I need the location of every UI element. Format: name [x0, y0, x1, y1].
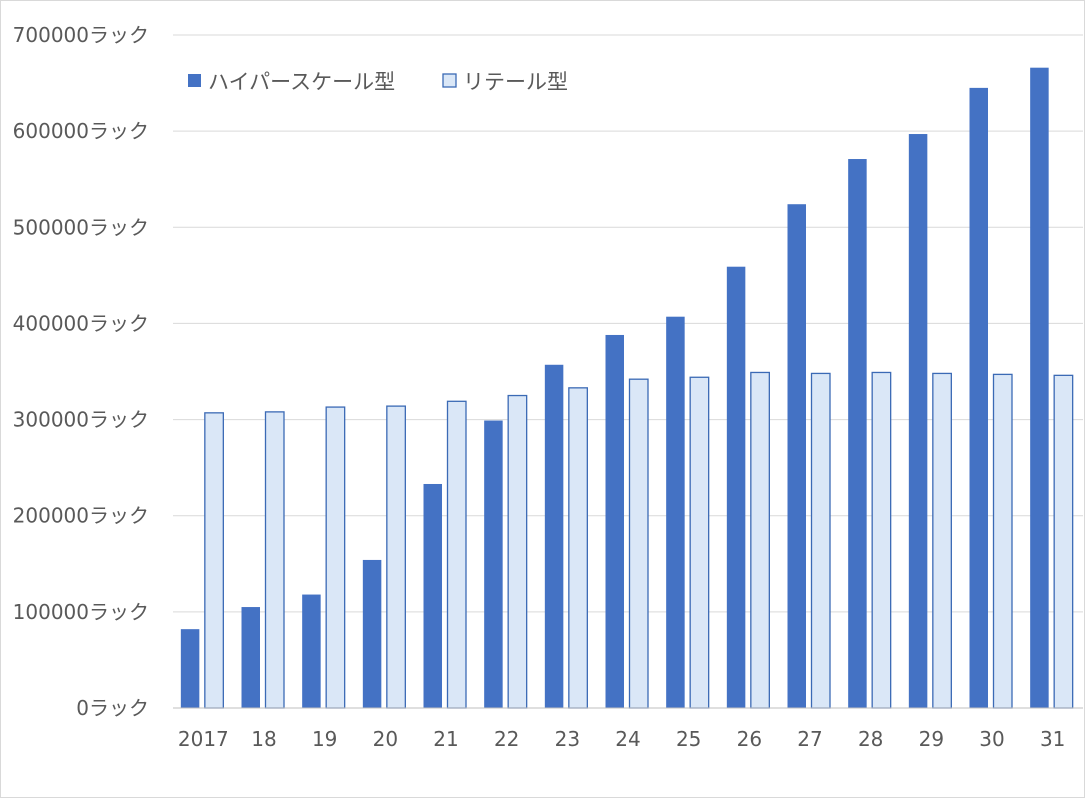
bar-hyperscale — [787, 204, 806, 708]
bar-retail — [264, 411, 285, 709]
bars — [180, 67, 1074, 709]
x-tick-label: 20 — [373, 727, 398, 751]
x-tick-label: 21 — [433, 727, 458, 751]
bar-retail — [325, 406, 346, 709]
x-tick-label: 27 — [797, 727, 822, 751]
bar-hyperscale — [908, 134, 928, 708]
bar-hyperscale — [666, 316, 685, 708]
bar-retail — [932, 372, 952, 709]
bar-retail — [204, 412, 224, 709]
bar-hyperscale — [848, 159, 867, 708]
legend-item-hyperscale: ハイパースケール型 — [188, 70, 395, 94]
bar-retail — [507, 394, 528, 709]
y-tick-label: 500000ラック — [13, 215, 149, 239]
bar-retail — [446, 400, 467, 709]
y-tick-label: 400000ラック — [13, 311, 149, 335]
bar-retail — [992, 373, 1013, 709]
bar-hyperscale — [969, 87, 988, 709]
x-tick-label: 23 — [555, 727, 580, 751]
y-tick-label: 0ラック — [76, 696, 149, 720]
bar-hyperscale — [726, 266, 746, 708]
bar-hyperscale — [302, 594, 321, 708]
x-tick-label: 30 — [979, 727, 1004, 751]
x-tick-label: 29 — [919, 727, 944, 751]
y-tick-label: 700000ラック — [13, 23, 149, 47]
bar-hyperscale — [362, 559, 382, 708]
bar-retail — [628, 378, 649, 709]
bar-hyperscale — [180, 629, 200, 708]
legend-label-hyperscale: ハイパースケール型 — [208, 70, 395, 94]
y-tick-label: 300000ラック — [13, 408, 149, 432]
x-tick-label: 28 — [858, 727, 883, 751]
bar-hyperscale — [484, 420, 503, 708]
legend-label-retail: リテール型 — [463, 70, 568, 94]
legend-item-retail: リテール型 — [442, 70, 568, 94]
x-tick-label: 18 — [251, 727, 276, 751]
x-tick-label: 22 — [494, 727, 519, 751]
x-tick-label: 24 — [615, 727, 640, 751]
x-tick-label: 2017 — [178, 727, 229, 751]
y-tick-label: 200000ラック — [13, 504, 149, 528]
gridlines — [173, 34, 1083, 613]
legend: ハイパースケール型 リテール型 — [188, 70, 568, 94]
bar-hyperscale — [605, 334, 624, 708]
bar-hyperscale — [1030, 67, 1049, 708]
bar-hyperscale — [544, 364, 564, 708]
bar-retail — [810, 372, 831, 709]
bar-retail — [750, 371, 770, 709]
legend-swatch-retail — [442, 73, 457, 88]
x-tick-label: 26 — [737, 727, 762, 751]
bar-retail — [689, 376, 710, 709]
x-tick-label: 19 — [312, 727, 337, 751]
bar-retail — [1053, 374, 1074, 709]
bar-hyperscale — [423, 483, 442, 708]
bar-retail — [568, 387, 588, 709]
x-axis-ticks: 2017 18 19 20 21 22 23 24 25 26 27 28 29 30 31 — [178, 727, 1066, 751]
y-tick-label: 600000ラック — [13, 119, 149, 143]
bar-retail — [871, 371, 892, 709]
bar-hyperscale — [241, 607, 260, 708]
x-tick-label: 25 — [676, 727, 701, 751]
legend-swatch-hyperscale — [188, 74, 201, 87]
x-tick-label: 31 — [1040, 727, 1065, 751]
y-tick-label: 100000ラック — [13, 600, 149, 624]
bar-retail — [386, 405, 406, 709]
y-axis-ticks: 0ラック 100000ラック 200000ラック 300000ラック 400000ラック… — [13, 23, 149, 720]
